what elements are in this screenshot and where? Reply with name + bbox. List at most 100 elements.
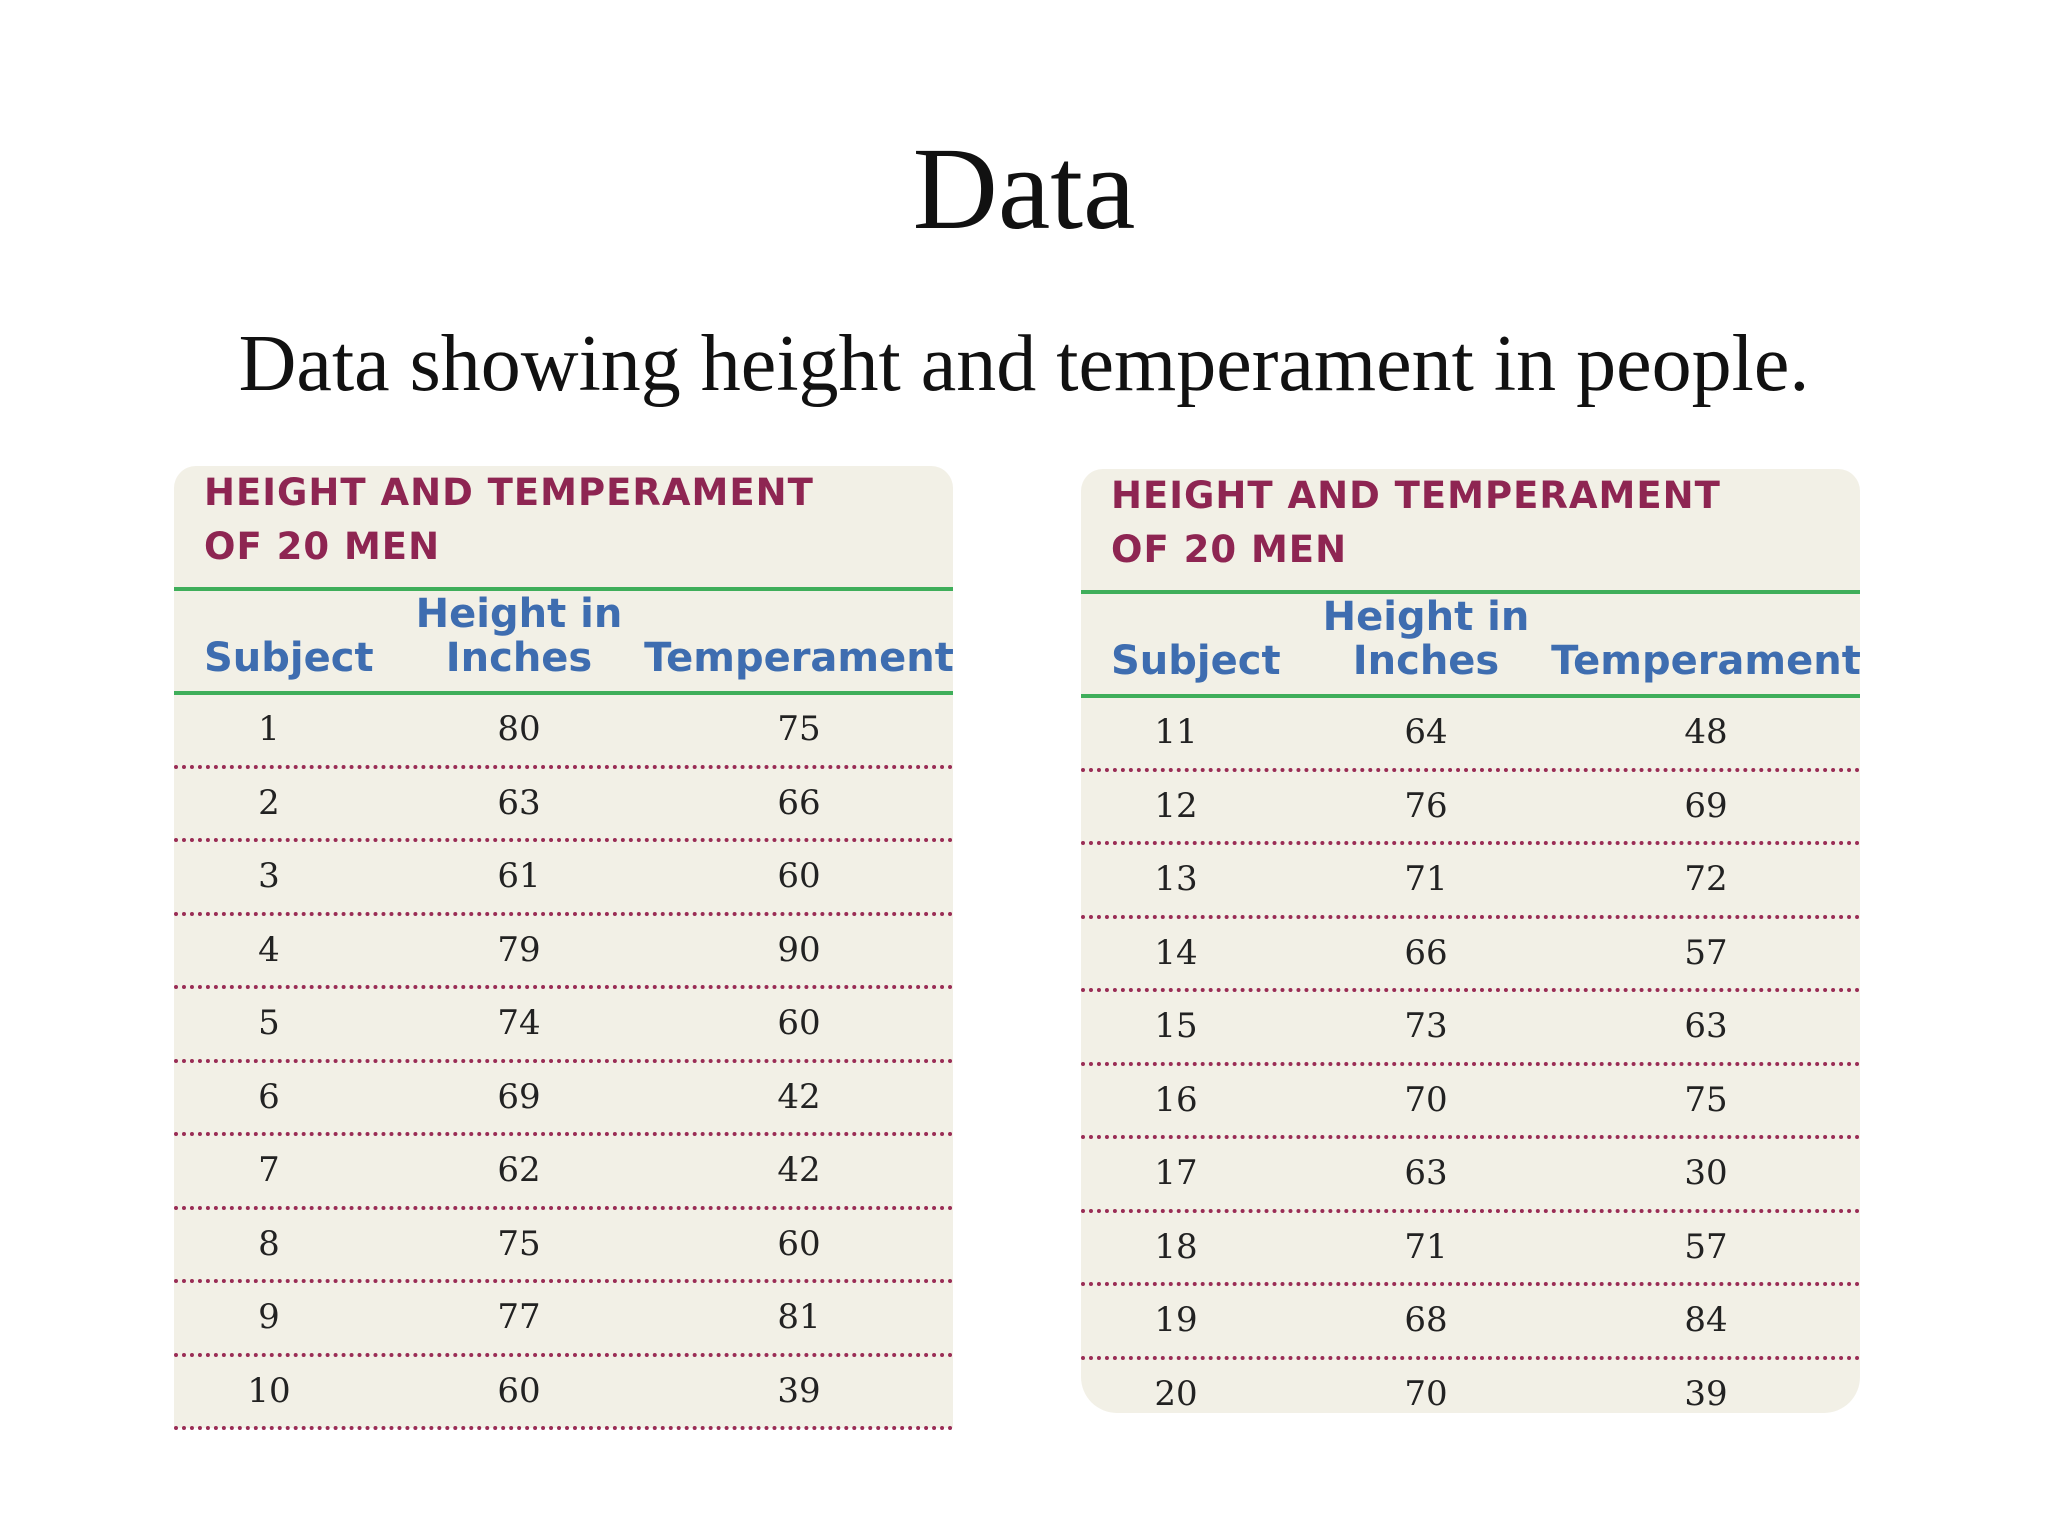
header-rule-bottom <box>1081 694 1860 698</box>
cell-temperament: 48 <box>1684 712 1728 752</box>
cell-temperament: 60 <box>777 1223 821 1264</box>
cell-height: 64 <box>1404 712 1448 752</box>
data-table-right: HEIGHT AND TEMPERAMENT OF 20 MEN Subject… <box>1081 469 1861 1414</box>
table-row: 13 71 72 <box>1081 845 1860 919</box>
cell-temperament: 66 <box>777 782 821 823</box>
cell-subject: 19 <box>1154 1300 1198 1340</box>
table-row: 10 60 39 <box>174 1357 953 1430</box>
cell-subject: 6 <box>258 1076 280 1117</box>
header-rule-top <box>174 587 953 591</box>
cell-subject: 11 <box>1154 712 1198 752</box>
cell-temperament: 75 <box>1684 1079 1728 1120</box>
table-row: 19 68 84 <box>1081 1286 1860 1360</box>
table-title-line2: OF 20 MEN <box>1111 528 1348 571</box>
cell-height: 73 <box>1404 1006 1448 1046</box>
table-body: 11 64 48 12 76 69 13 71 72 14 66 57 15 73 63 16 70 75 17 63… <box>1081 698 1860 1429</box>
cell-height: 61 <box>497 856 541 896</box>
column-header-height-line2: Inches <box>1352 638 1500 684</box>
cell-height: 74 <box>497 1003 541 1043</box>
cell-temperament: 63 <box>1684 1006 1728 1046</box>
cell-subject: 20 <box>1154 1373 1198 1414</box>
slide-title: Data <box>912 123 1136 254</box>
cell-height: 80 <box>497 709 541 749</box>
cell-height: 63 <box>497 782 541 823</box>
column-header-temperament: Temperament <box>1551 638 1861 684</box>
cell-subject: 16 <box>1154 1079 1198 1120</box>
table-row: 6 69 42 <box>174 1063 953 1136</box>
cell-temperament: 42 <box>777 1076 821 1117</box>
cell-height: 71 <box>1404 1226 1448 1267</box>
cell-height: 71 <box>1404 859 1448 899</box>
cell-height: 70 <box>1404 1079 1448 1120</box>
table-title: HEIGHT AND TEMPERAMENT OF 20 MEN <box>204 466 814 574</box>
table-row: 4 79 90 <box>174 916 953 989</box>
table-row: 16 70 75 <box>1081 1066 1860 1139</box>
cell-height: 79 <box>497 929 541 970</box>
table-title-line2: OF 20 MEN <box>204 525 441 568</box>
cell-temperament: 84 <box>1684 1300 1728 1340</box>
cell-subject: 5 <box>258 1003 280 1043</box>
cell-height: 68 <box>1404 1300 1448 1340</box>
column-header-height-line1: Height in <box>1322 594 1530 640</box>
cell-subject: 8 <box>258 1223 280 1264</box>
table-row: 14 66 57 <box>1081 919 1860 992</box>
column-header-height: Height in Inches <box>394 592 644 680</box>
cell-subject: 2 <box>258 782 280 823</box>
cell-subject: 3 <box>258 856 280 896</box>
table-row: 3 61 60 <box>174 842 953 916</box>
cell-height: 63 <box>1404 1153 1448 1193</box>
table-row: 9 77 81 <box>174 1283 953 1357</box>
cell-temperament: 57 <box>1684 1226 1728 1267</box>
column-header-height-line2: Inches <box>445 635 593 681</box>
column-header-height: Height in Inches <box>1301 595 1551 683</box>
header-rule-top <box>1081 590 1860 594</box>
column-header-subject: Subject <box>1111 638 1281 684</box>
cell-subject: 12 <box>1154 785 1198 826</box>
cell-subject: 1 <box>258 709 280 749</box>
cell-subject: 10 <box>247 1370 291 1411</box>
cell-subject: 7 <box>258 1150 280 1190</box>
cell-temperament: 30 <box>1684 1153 1728 1193</box>
cell-temperament: 69 <box>1684 785 1728 826</box>
cell-temperament: 72 <box>1684 859 1728 899</box>
cell-height: 77 <box>497 1297 541 1337</box>
cell-subject: 9 <box>258 1297 280 1337</box>
cell-temperament: 75 <box>777 709 821 749</box>
cell-temperament: 39 <box>1684 1373 1728 1414</box>
cell-height: 69 <box>497 1076 541 1117</box>
cell-temperament: 81 <box>777 1297 821 1337</box>
column-header-temperament: Temperament <box>644 635 954 681</box>
cell-temperament: 60 <box>777 856 821 896</box>
cell-height: 75 <box>497 1223 541 1264</box>
table-row: 11 64 48 <box>1081 698 1860 772</box>
table-row: 1 80 75 <box>174 695 953 769</box>
table-row: 2 63 66 <box>174 769 953 842</box>
cell-subject: 14 <box>1154 932 1198 973</box>
cell-subject: 4 <box>258 929 280 970</box>
cell-temperament: 42 <box>777 1150 821 1190</box>
cell-height: 62 <box>497 1150 541 1190</box>
table-title: HEIGHT AND TEMPERAMENT OF 20 MEN <box>1111 469 1721 577</box>
table-row: 15 73 63 <box>1081 992 1860 1066</box>
cell-temperament: 39 <box>777 1370 821 1411</box>
cell-subject: 18 <box>1154 1226 1198 1267</box>
cell-height: 76 <box>1404 785 1448 826</box>
table-body: 1 80 75 2 63 66 3 61 60 4 79 90 5 74 60 6 69 42 7 62 42 8 75 60… <box>174 695 953 1430</box>
data-table-left: HEIGHT AND TEMPERAMENT OF 20 MEN Subject… <box>174 466 954 1430</box>
table-row: 12 76 69 <box>1081 772 1860 845</box>
table-title-line1: HEIGHT AND TEMPERAMENT <box>1111 474 1721 517</box>
cell-height: 66 <box>1404 932 1448 973</box>
column-header-height-line1: Height in <box>415 591 623 637</box>
table-title-line1: HEIGHT AND TEMPERAMENT <box>204 471 814 514</box>
table-row: 18 71 57 <box>1081 1213 1860 1286</box>
table-row: 8 75 60 <box>174 1210 953 1283</box>
cell-temperament: 57 <box>1684 932 1728 973</box>
header-rule-bottom <box>174 691 953 695</box>
slide-subtitle: Data showing height and temperament in p… <box>238 320 1810 408</box>
table-row: 17 63 30 <box>1081 1139 1860 1213</box>
cell-temperament: 90 <box>777 929 821 970</box>
cell-subject: 15 <box>1154 1006 1198 1046</box>
table-row: 5 74 60 <box>174 989 953 1063</box>
column-header-subject: Subject <box>204 635 374 681</box>
table-row: 7 62 42 <box>174 1136 953 1210</box>
